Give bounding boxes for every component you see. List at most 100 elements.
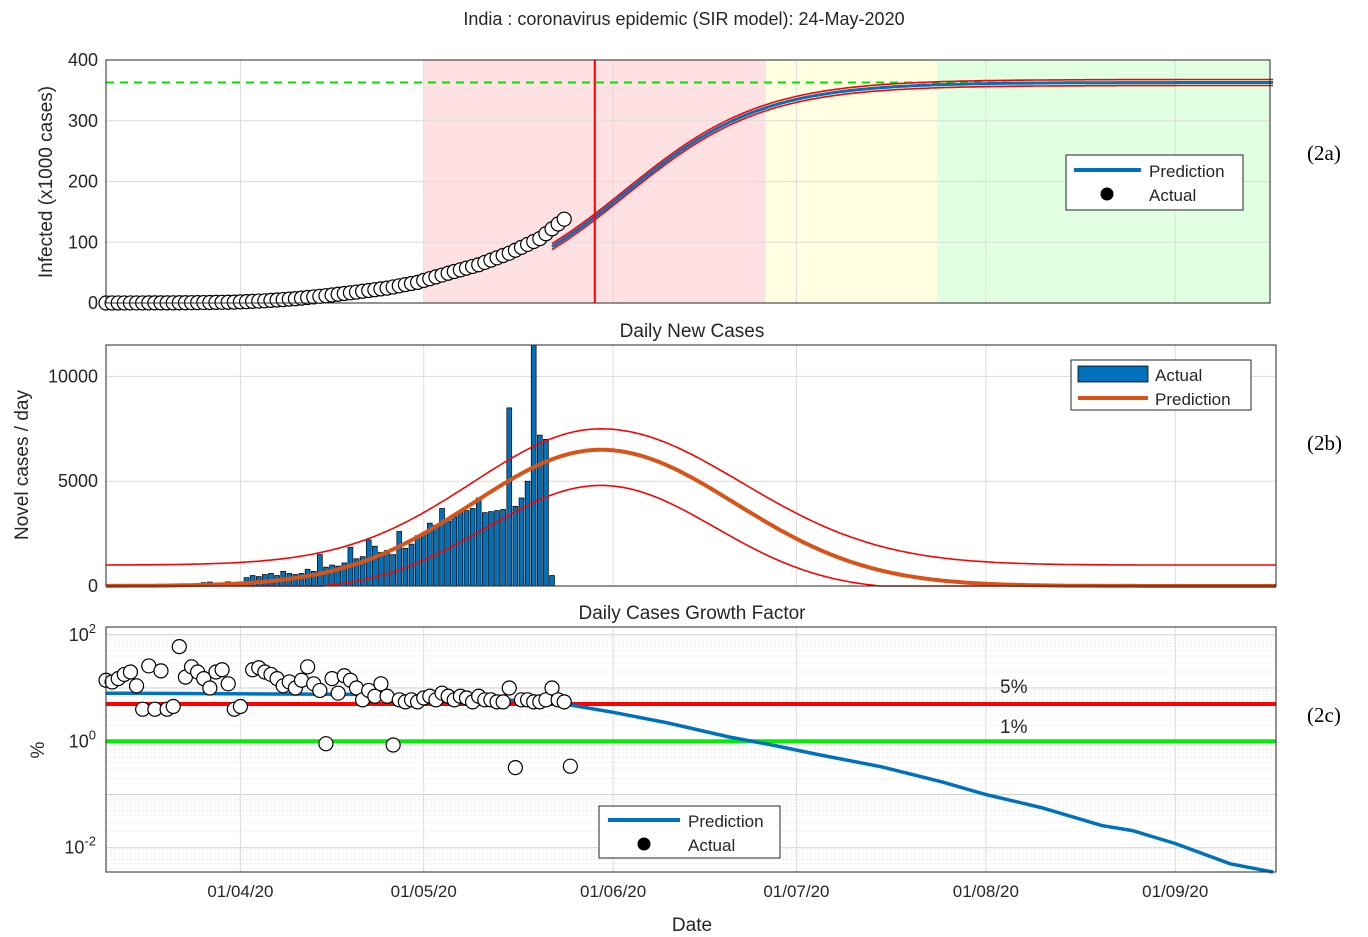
infected-lower-bound (551, 84, 1273, 251)
daily-bar (549, 575, 555, 587)
daily-bar (537, 434, 543, 587)
infected-y-tick-label: 0 (88, 293, 98, 313)
panel-label-2c: (2c) (1307, 703, 1341, 727)
growth-y-tick-label: 100 (69, 727, 96, 751)
growth-y-label: % (28, 741, 49, 758)
growth-actual-point (214, 662, 230, 678)
date-tick-label: 01/05/20 (391, 882, 457, 901)
x-axis-label: Date (672, 915, 712, 936)
date-tick-label: 01/09/20 (1142, 882, 1208, 901)
daily-bar (372, 545, 378, 587)
daily-bar (488, 511, 494, 587)
growth-actual-point (507, 759, 523, 776)
growth-actual-point (202, 680, 218, 696)
daily-bar (445, 520, 451, 587)
legend-prediction-label: Prediction (688, 812, 764, 831)
panel-label-2a: (2a) (1307, 141, 1341, 165)
growth-actual-point (562, 758, 578, 774)
daily-y-ticks: 0 5000 10000 (48, 366, 98, 596)
daily-bar (396, 531, 403, 587)
growth-plot (98, 638, 1276, 874)
daily-upper-bound (106, 427, 1276, 566)
growth-actual-point (232, 698, 249, 715)
growth-actual-point (300, 659, 316, 675)
date-tick-label: 01/07/20 (763, 882, 829, 901)
infected-legend-box (1065, 154, 1244, 211)
daily-bar (500, 509, 506, 587)
growth-actual-point (220, 676, 236, 692)
growth-actual-point (128, 678, 145, 694)
daily-y-tick-label: 5000 (58, 471, 98, 491)
growth-actual-point (501, 680, 517, 696)
legend-actual-swatch (1077, 365, 1149, 383)
growth-actual-point (312, 682, 328, 699)
infected-grid (106, 59, 1270, 304)
growth-actual-point (165, 698, 181, 715)
legend-actual-label: Actual (688, 836, 735, 855)
legend-prediction-label: Prediction (1155, 390, 1231, 409)
daily-bar (317, 554, 323, 587)
daily-axes-box (105, 344, 1277, 587)
line-label-5pct: 5% (1000, 677, 1028, 698)
infected-y-ticks: 0 100 200 300 400 (68, 50, 98, 313)
daily-bar (390, 554, 396, 587)
infected-panel: 0 100 200 300 400 Infected (x1000 cases) Pre… (36, 50, 1341, 313)
growth-actual-point (153, 663, 169, 679)
legend-actual-label: Actual (1149, 186, 1196, 205)
daily-cases-panel: Daily New Cases 0 5000 10000 Novel cases /… (12, 321, 1342, 596)
growth-y-tick-label: 10-2 (64, 834, 96, 858)
infected-actual-point (556, 211, 572, 227)
daily-bar (469, 508, 476, 587)
infected-y-tick-label: 100 (68, 232, 98, 252)
daily-bar (518, 497, 525, 587)
growth-actual-point (495, 694, 511, 710)
infected-prediction-line (551, 81, 1273, 248)
figure-title: India : coronavirus epidemic (SIR model)… (463, 9, 904, 29)
growth-actual-point (122, 664, 139, 680)
daily-y-label: Novel cases / day (12, 390, 33, 540)
daily-prediction (106, 427, 1276, 588)
infected-y-label: Infected (x1000 cases) (36, 86, 57, 278)
date-tick-label: 01/04/20 (207, 882, 273, 901)
infected-legend: Prediction Actual (1065, 154, 1244, 211)
growth-actual-point (544, 680, 560, 696)
infected-y-tick-label: 400 (68, 50, 98, 70)
growth-factor-title: Daily Cases Growth Factor (578, 603, 806, 624)
daily-bar (475, 497, 482, 587)
daily-bar (506, 407, 513, 587)
daily-y-tick-label: 0 (88, 576, 98, 596)
growth-actual-point (373, 676, 389, 692)
growth-actual-point (385, 737, 401, 753)
panel-label-2b: (2b) (1307, 431, 1342, 455)
growth-actual-point (556, 694, 572, 710)
daily-bar (482, 512, 488, 587)
legend-actual-label: Actual (1155, 366, 1202, 385)
daily-bar (329, 564, 335, 587)
infected-y-tick-label: 200 (68, 172, 98, 192)
daily-bar (384, 550, 390, 587)
legend-actual-marker (1100, 187, 1114, 201)
legend-actual-marker (637, 837, 651, 851)
growth-legend: Prediction Actual (598, 805, 781, 859)
line-label-1pct: 1% (1000, 717, 1028, 738)
growth-legend-box (598, 805, 781, 859)
date-tick-label: 01/08/20 (953, 882, 1019, 901)
daily-bar (463, 510, 470, 587)
growth-y-tick-label: 102 (69, 621, 96, 645)
date-axis-ticks: 01/04/20 01/05/20 01/06/20 01/07/20 01/08/20… (207, 882, 1208, 901)
date-tick-label: 01/06/20 (580, 882, 646, 901)
legend-prediction-label: Prediction (1149, 162, 1225, 181)
infected-plot (98, 60, 1273, 311)
growth-actual-point (171, 638, 187, 655)
growth-axes-box (105, 626, 1277, 873)
daily-legend: Actual Prediction (1070, 359, 1252, 411)
growth-y-ticks: 10-2 100 102 (64, 621, 96, 858)
growth-actual-point (330, 685, 346, 701)
daily-lower-bound (106, 484, 1276, 587)
growth-actual-point (318, 736, 334, 752)
daily-bar (451, 516, 458, 587)
daily-bar (457, 512, 464, 587)
infected-y-tick-label: 300 (68, 111, 98, 131)
infected-axes-box (105, 59, 1271, 304)
